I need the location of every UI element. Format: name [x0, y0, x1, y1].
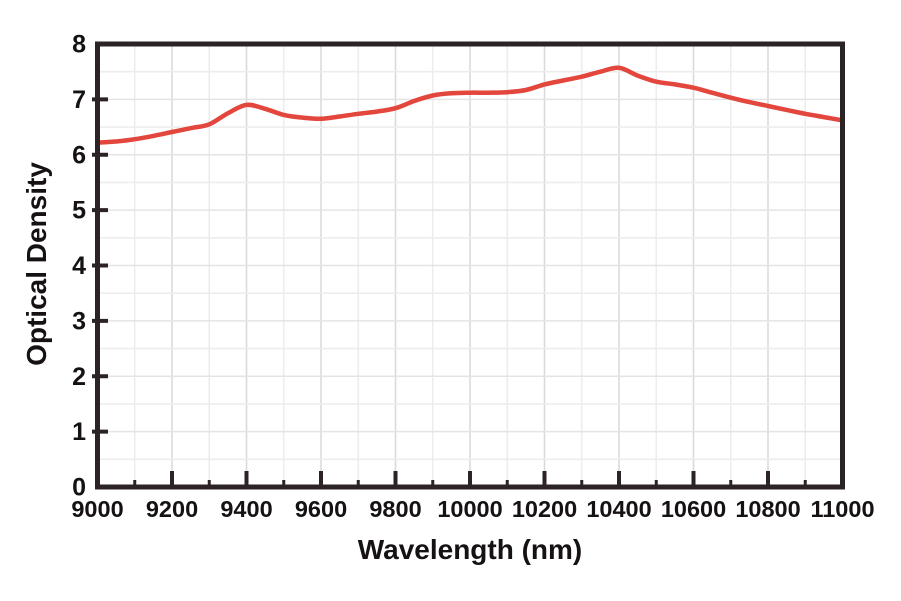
- y-tick-label: 4: [72, 252, 86, 280]
- y-tick-label: 0: [72, 474, 86, 502]
- x-tick-label: 10000: [437, 496, 502, 522]
- x-tick-label: 9600: [295, 496, 347, 522]
- x-tick-label: 10600: [661, 496, 726, 522]
- x-tick-label: 10200: [512, 496, 577, 522]
- x-tick-label: 10800: [735, 496, 800, 522]
- x-tick-label: 9400: [220, 496, 272, 522]
- tick-layer: [92, 97, 807, 489]
- y-tick-label: 3: [72, 307, 86, 335]
- y-axis-tick-labels: 0 1 2 3 4 5 6 7 8: [72, 31, 86, 502]
- y-tick-label: 6: [72, 141, 86, 169]
- y-tick-label: 1: [72, 418, 86, 446]
- y-tick-label: 2: [72, 363, 86, 391]
- x-tick-label: 11000: [810, 496, 874, 522]
- grid-layer: [100, 46, 840, 485]
- y-tick-label: 5: [72, 197, 86, 225]
- x-tick-label: 9000: [71, 496, 123, 522]
- x-axis-tick-labels: 9000 9200 9400 9600 9800 10000 10200 10400 10600…: [71, 496, 874, 522]
- x-tick-label: 9800: [369, 496, 421, 522]
- x-tick-label: 9200: [146, 496, 198, 522]
- x-axis-title: Wavelength (nm): [358, 534, 583, 565]
- y-tick-label: 7: [72, 86, 86, 114]
- data-curve: [95, 65, 845, 145]
- y-tick-label: 8: [72, 31, 86, 59]
- y-axis-title: Optical Density: [21, 162, 52, 366]
- plot-frame: [95, 41, 845, 490]
- x-tick-label: 10400: [586, 496, 651, 522]
